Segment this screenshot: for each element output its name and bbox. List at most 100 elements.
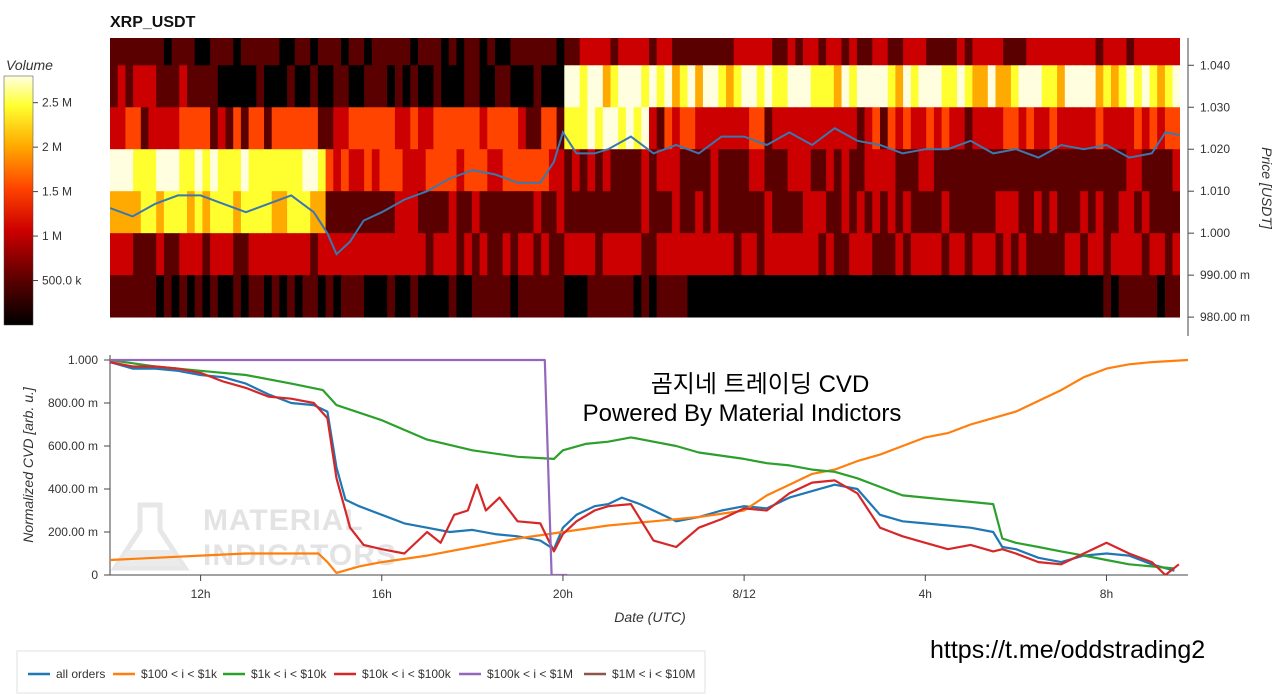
heatmap-cell	[333, 191, 342, 234]
heatmap-cell	[1149, 38, 1158, 66]
heatmap-cell	[1010, 191, 1020, 234]
heatmap-title: XRP_USDT	[110, 14, 196, 31]
heatmap-cell	[294, 191, 304, 234]
heatmap-cell	[1141, 107, 1151, 150]
heatmap-cell	[233, 149, 242, 192]
heatmap-cell	[1041, 38, 1050, 66]
heatmap-cell	[779, 191, 789, 234]
heatmap-cell	[1018, 65, 1027, 108]
heatmap-cell	[225, 275, 234, 318]
heatmap-cell	[1018, 233, 1027, 276]
heatmap-cell	[348, 233, 357, 276]
heatmap-cell	[279, 149, 288, 192]
heatmap-cell	[1157, 275, 1166, 318]
heatmap-cell	[425, 191, 434, 234]
heatmap-cell	[941, 233, 950, 276]
heatmap-cell	[572, 149, 581, 192]
heatmap-cell	[163, 233, 173, 276]
heatmap-cell	[148, 65, 157, 108]
heatmap-cell	[541, 65, 550, 108]
heatmap-cell	[294, 65, 304, 108]
heatmap-cell	[641, 191, 650, 234]
heatmap-cell	[364, 65, 373, 108]
legend-label[interactable]: $100k < i < $1M	[487, 667, 573, 681]
heatmap-cell	[779, 233, 789, 276]
cvd-x-tick-label: 20h	[553, 587, 573, 601]
heatmap-cell	[548, 107, 558, 150]
heatmap-cell	[356, 149, 365, 192]
heatmap-cell	[818, 38, 827, 66]
heatmap-cell	[356, 233, 365, 276]
heatmap-cell	[625, 65, 635, 108]
legend-label[interactable]: $10k < i < $100k	[362, 667, 452, 681]
heatmap-cell	[502, 275, 511, 318]
heatmap-cell	[933, 107, 943, 150]
heatmap-cell	[371, 191, 381, 234]
heatmap-cell	[841, 275, 850, 318]
heatmap-cell	[964, 275, 973, 318]
telegram-url[interactable]: https://t.me/oddstrading2	[930, 636, 1205, 664]
legend-label[interactable]: $100 < i < $1k	[141, 667, 218, 681]
heatmap-cell	[371, 275, 381, 318]
heatmap-cell	[926, 65, 935, 108]
heatmap-cell	[302, 275, 311, 318]
heatmap-cell	[1126, 191, 1135, 234]
heatmap-cell	[641, 149, 650, 192]
heatmap-cell	[279, 233, 288, 276]
heatmap-cell	[341, 149, 350, 192]
heatmap-cell	[317, 107, 327, 150]
heatmap-cell	[425, 65, 434, 108]
heatmap-cell	[379, 38, 388, 66]
heatmap-cell	[679, 191, 689, 234]
heatmap-cell	[379, 191, 388, 234]
heatmap-cell	[140, 38, 150, 66]
heatmap-cell	[495, 233, 504, 276]
heatmap-cell	[140, 65, 150, 108]
heatmap-cell	[271, 149, 280, 192]
heatmap-cell	[564, 38, 573, 66]
heatmap-cell	[579, 233, 588, 276]
heatmap-cell	[194, 233, 203, 276]
heatmap-cell	[710, 275, 719, 318]
heatmap-cell	[980, 65, 989, 108]
heatmap-cell	[548, 191, 558, 234]
heatmap-cell	[502, 65, 511, 108]
heatmap-cell	[910, 275, 920, 318]
heatmap-cell	[972, 107, 981, 150]
legend-label[interactable]: all orders	[56, 667, 105, 681]
heatmap-cell	[410, 233, 419, 276]
heatmap-cell	[903, 275, 912, 318]
colorbar-tick-label: 500.0 k	[42, 274, 82, 288]
heatmap-cell	[1172, 38, 1180, 66]
heatmap-cell	[918, 107, 927, 150]
heatmap-cell	[248, 107, 257, 150]
heatmap-cell	[733, 233, 742, 276]
heatmap-cell	[495, 191, 504, 234]
heatmap-cell	[895, 107, 904, 150]
heatmap-cell	[995, 38, 1004, 66]
heatmap-cell	[410, 191, 419, 234]
heatmap-cell	[448, 38, 458, 66]
heatmap-cell	[618, 65, 627, 108]
heatmap-cell	[548, 233, 558, 276]
heatmap-cell	[941, 107, 950, 150]
heatmap-cell	[317, 38, 327, 66]
heatmap-cell	[1080, 65, 1089, 108]
heatmap-cell	[202, 38, 211, 66]
heatmap-cell	[633, 275, 642, 318]
heatmap-cell	[1103, 191, 1112, 234]
heatmap-cell	[710, 149, 719, 192]
heatmap-cell	[210, 65, 219, 108]
heatmap-cell	[964, 38, 973, 66]
heatmap-cell	[633, 38, 642, 66]
heatmap-cell	[1157, 149, 1166, 192]
heatmap-cell	[233, 38, 242, 66]
heatmap-cell	[625, 149, 635, 192]
heatmap-cell	[433, 233, 442, 276]
legend-label[interactable]: $1M < i < $10M	[612, 667, 695, 681]
legend-label[interactable]: $1k < i < $10k	[251, 667, 327, 681]
heatmap-cell	[602, 233, 612, 276]
heatmap-cell	[194, 65, 203, 108]
heatmap-cell	[156, 191, 165, 234]
price-tick-label: 980.00 m	[1200, 310, 1250, 324]
